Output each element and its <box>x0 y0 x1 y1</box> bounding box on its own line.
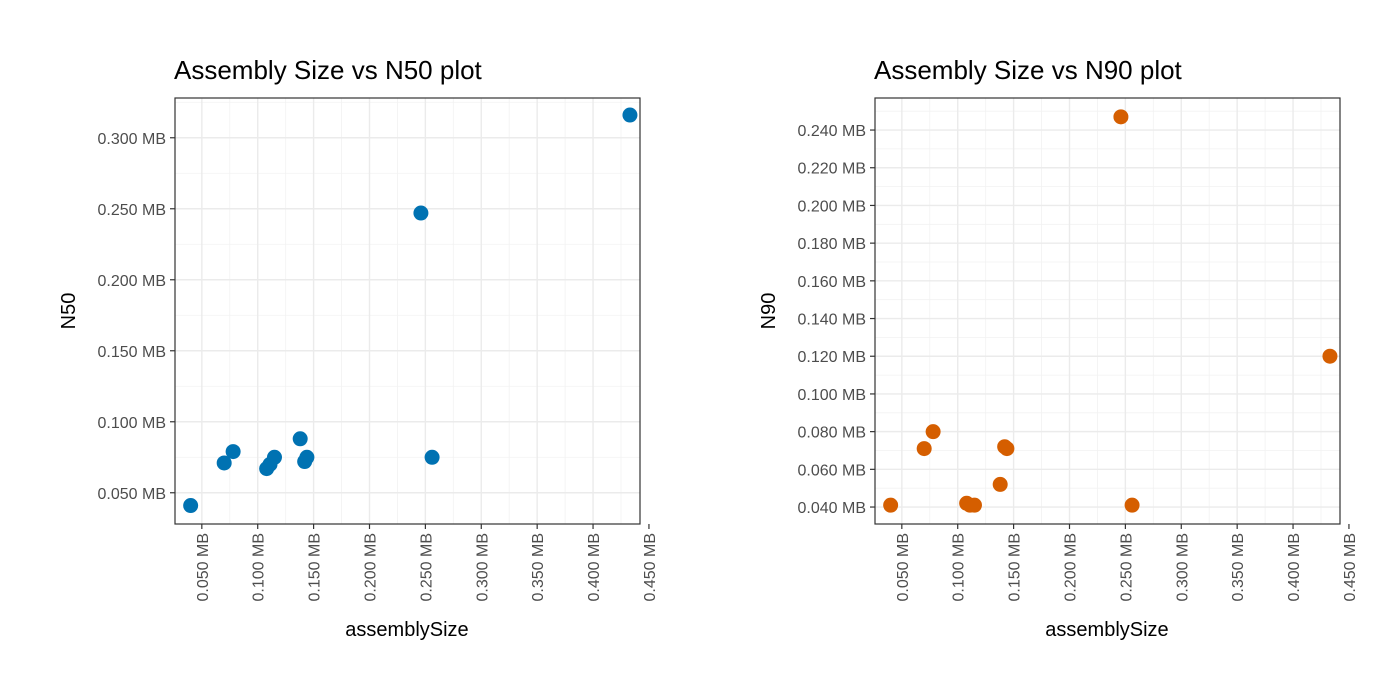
n50-plot: Assembly Size vs N50 plot assemblySize N… <box>58 55 659 641</box>
n90-y-axis-title: N90 <box>758 293 780 330</box>
n90-y-tick-label: 0.160 MB <box>798 274 866 291</box>
n50-data-point <box>266 449 282 465</box>
n50-data-point <box>216 455 232 471</box>
n50-data-point <box>413 205 429 221</box>
n50-x-tick-label: 0.050 MB <box>195 533 212 601</box>
n50-x-tick-label: 0.300 MB <box>474 533 491 601</box>
n90-data-point <box>925 424 941 440</box>
n90-x-tick-label: 0.150 MB <box>1007 533 1024 601</box>
n50-x-axis-title: assemblySize <box>345 619 468 641</box>
n50-x-tick-label: 0.200 MB <box>362 533 379 601</box>
n90-data-point <box>1322 348 1338 364</box>
n90-x-tick-label: 0.050 MB <box>895 533 912 601</box>
n90-data-point <box>1124 497 1140 513</box>
n90-data-point <box>992 476 1008 492</box>
n90-y-tick-label: 0.220 MB <box>798 161 866 178</box>
n90-y-tick-label: 0.080 MB <box>798 425 866 442</box>
n90-y-tick-label: 0.040 MB <box>798 500 866 517</box>
n90-x-tick-label: 0.400 MB <box>1286 533 1303 601</box>
n50-data-point <box>424 449 440 465</box>
n50-y-tick-label: 0.100 MB <box>98 415 166 432</box>
n50-x-tick-label: 0.400 MB <box>586 533 603 601</box>
n90-data-point <box>966 497 982 513</box>
n90-data-point <box>999 441 1015 457</box>
n90-data-point <box>916 441 932 457</box>
n90-x-tick-label: 0.200 MB <box>1062 533 1079 601</box>
n90-y-tick-label: 0.060 MB <box>798 462 866 479</box>
n50-panel-border <box>174 97 641 525</box>
n90-data-point <box>1113 109 1129 125</box>
n90-y-tick-label: 0.240 MB <box>798 123 866 140</box>
n50-data-point <box>622 107 638 123</box>
n90-data-point <box>883 497 899 513</box>
n50-y-tick-label: 0.200 MB <box>98 273 166 290</box>
n90-plot-title: Assembly Size vs N90 plot <box>874 55 1183 85</box>
n50-x-tick-label: 0.150 MB <box>307 533 324 601</box>
n50-y-tick-label: 0.250 MB <box>98 202 166 219</box>
n90-x-tick-label: 0.250 MB <box>1118 533 1135 601</box>
n90-y-tick-label: 0.100 MB <box>798 387 866 404</box>
n50-plot-title: Assembly Size vs N50 plot <box>174 55 483 85</box>
n50-x-tick-label: 0.350 MB <box>530 533 547 601</box>
n90-panel-border <box>874 97 1341 525</box>
n90-x-tick-label: 0.300 MB <box>1174 533 1191 601</box>
n90-x-tick-label: 0.350 MB <box>1230 533 1247 601</box>
n90-plot: Assembly Size vs N90 plot assemblySize N… <box>758 55 1359 641</box>
n90-x-axis-title: assemblySize <box>1045 619 1168 641</box>
n50-x-tick-label: 0.450 MB <box>642 533 659 601</box>
n50-y-tick-label: 0.050 MB <box>98 486 166 503</box>
n90-plot-panel: 0.050 MB 0.100 MB 0.150 MB 0.200 MB 0.250 MB… <box>798 97 1359 601</box>
n90-y-tick-label: 0.180 MB <box>798 236 866 253</box>
n90-x-tick-label: 0.450 MB <box>1342 533 1359 601</box>
n90-y-tick-label: 0.200 MB <box>798 198 866 215</box>
n50-data-point <box>299 449 315 465</box>
n90-y-tick-label: 0.120 MB <box>798 349 866 366</box>
n90-y-tick-label: 0.140 MB <box>798 312 866 329</box>
n50-x-tick-label: 0.100 MB <box>251 533 268 601</box>
n50-x-tick-label: 0.250 MB <box>418 533 435 601</box>
n50-data-point <box>183 498 199 514</box>
n50-data-point <box>225 444 241 460</box>
n50-y-tick-label: 0.150 MB <box>98 344 166 361</box>
n50-plot-panel: 0.050 MB 0.100 MB 0.150 MB 0.200 MB 0.250 MB… <box>98 97 659 601</box>
n50-y-tick-label: 0.300 MB <box>98 131 166 148</box>
n90-x-tick-label: 0.100 MB <box>951 533 968 601</box>
n50-y-axis-title: N50 <box>58 293 80 330</box>
n50-data-point <box>292 431 308 447</box>
